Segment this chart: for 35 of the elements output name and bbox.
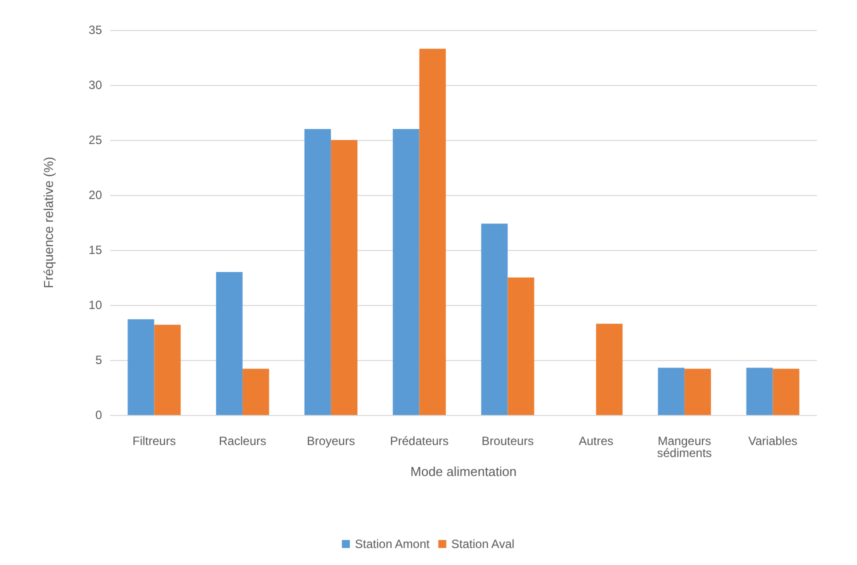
bar — [508, 278, 534, 415]
bar — [128, 319, 154, 415]
x-axis-title: Mode alimentation — [410, 464, 517, 479]
bar — [216, 272, 243, 415]
bar — [154, 324, 181, 415]
x-tick-label: Variables — [748, 434, 798, 448]
y-tick-label: 5 — [95, 353, 102, 367]
bar — [419, 48, 446, 415]
legend-label: Station Amont — [354, 537, 430, 551]
x-tick-label: Autres — [578, 434, 614, 448]
y-tick-label: 0 — [95, 408, 102, 422]
y-tick-label: 25 — [88, 133, 102, 147]
bar — [330, 140, 358, 415]
x-tick-label: Mangeurs sédiments — [657, 434, 712, 460]
y-axis-title: Fréquence relative (%) — [41, 156, 56, 288]
bar — [481, 224, 508, 415]
bar — [392, 129, 420, 415]
x-tick-label: Brouteurs — [482, 434, 534, 448]
bar — [658, 368, 684, 415]
x-tick-label: Prédateurs — [390, 434, 449, 448]
legend-label: Station Aval — [451, 537, 514, 551]
bar — [596, 324, 623, 415]
y-tick-label: 30 — [88, 78, 102, 92]
bar — [684, 368, 711, 415]
y-tick-label: 35 — [88, 23, 102, 37]
bar — [242, 368, 270, 415]
x-tick-label: Broyeurs — [306, 434, 355, 448]
y-tick-label: 10 — [88, 298, 102, 312]
y-tick-label: 15 — [88, 243, 102, 257]
x-tick-label: Filtreurs — [132, 434, 176, 448]
y-tick-label: 20 — [88, 188, 102, 202]
bar — [746, 368, 773, 415]
x-tick-label: Racleurs — [218, 434, 266, 448]
bar — [772, 368, 800, 415]
bar — [304, 129, 331, 415]
